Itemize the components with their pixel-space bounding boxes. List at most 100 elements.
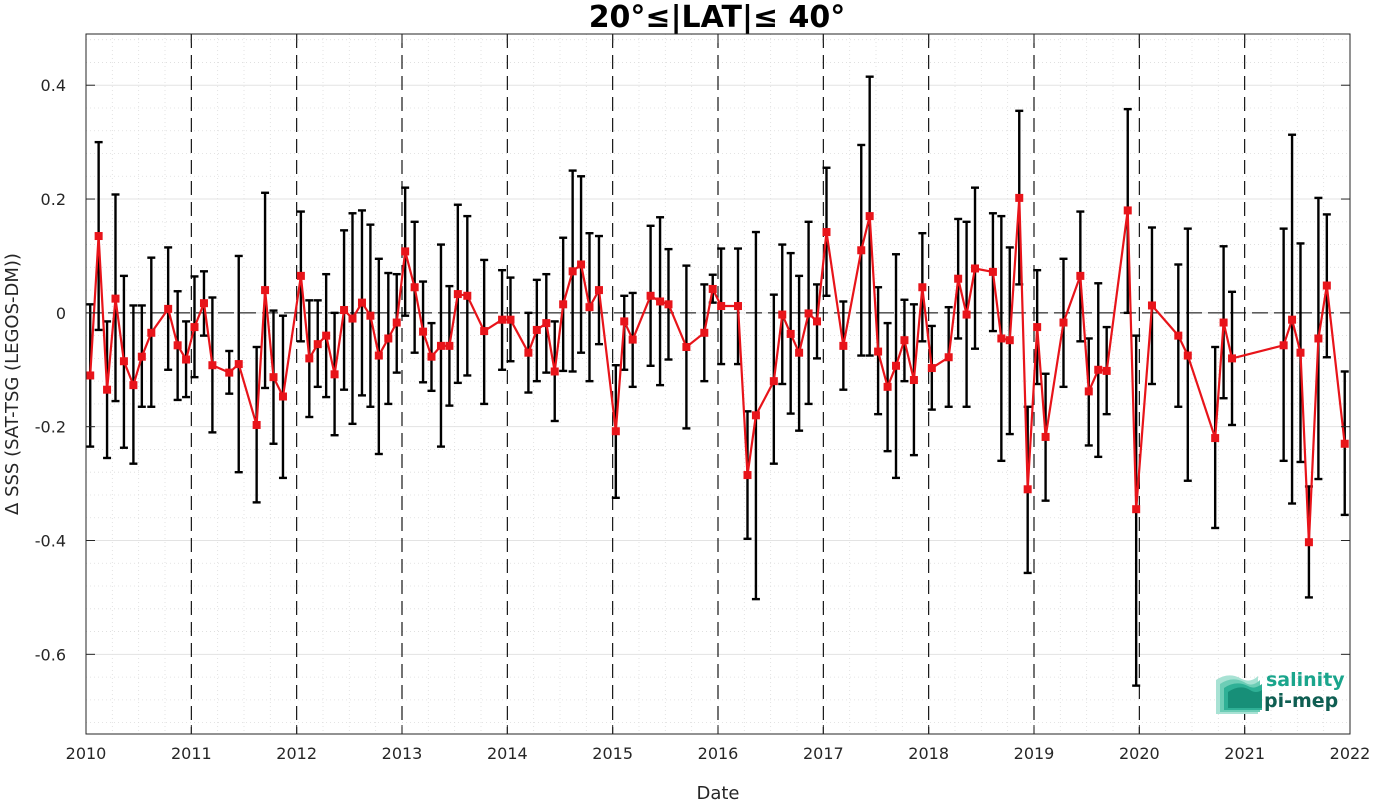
x-tick-label: 2019 <box>1014 744 1055 763</box>
data-point-marker <box>453 290 462 299</box>
data-point-marker <box>559 300 568 309</box>
data-point-marker <box>918 283 927 292</box>
data-point-marker <box>988 267 997 276</box>
data-point-marker <box>86 371 95 380</box>
data-point-marker <box>1211 434 1220 443</box>
data-point-marker <box>1322 281 1331 290</box>
data-point-marker <box>225 368 234 377</box>
reference-lines <box>86 34 1350 734</box>
data-point-marker <box>401 247 410 256</box>
data-point-marker <box>392 318 401 327</box>
logo-line2: pi-mep <box>1264 690 1338 712</box>
data-point-marker <box>883 382 892 391</box>
data-point-marker <box>813 317 822 326</box>
logo-line1: salinity <box>1266 669 1345 691</box>
data-point-marker <box>954 274 963 283</box>
x-tick-label: 2014 <box>487 744 528 763</box>
data-point-marker <box>1288 315 1297 324</box>
data-point-marker <box>1228 354 1237 363</box>
x-axis-ticks: 2010 2011 2012 2013 2014 2015 2016 2017 2018 2019… <box>66 34 1370 763</box>
y-tick-label: 0.2 <box>41 190 66 209</box>
data-point-marker <box>1033 323 1042 332</box>
data-point-marker <box>199 299 208 308</box>
data-point-marker <box>577 260 586 269</box>
data-point-marker <box>480 327 489 336</box>
y-tick-label: -0.2 <box>35 418 66 437</box>
data-point-marker <box>909 376 918 385</box>
data-point-marker <box>542 319 551 328</box>
data-point-marker <box>261 286 270 295</box>
data-point-marker <box>1015 193 1024 202</box>
x-tick-label: 2016 <box>698 744 739 763</box>
data-point-marker <box>568 267 577 276</box>
x-tick-label: 2017 <box>803 744 844 763</box>
data-point-marker <box>322 331 331 340</box>
data-point-marker <box>734 302 743 311</box>
data-point-marker <box>129 381 138 390</box>
data-point-marker <box>927 364 936 373</box>
data-point-marker <box>620 317 629 326</box>
y-axis-label: Δ SSS (SAT-TSG (LEGOS-DM)) <box>2 253 23 515</box>
data-point-marker <box>234 360 243 369</box>
y-tick-label: -0.4 <box>35 532 66 551</box>
data-point-marker <box>330 370 339 379</box>
data-point-marker <box>1174 331 1183 340</box>
data-point-marker <box>717 302 726 311</box>
data-point-marker <box>94 232 103 241</box>
x-tick-label: 2011 <box>171 744 212 763</box>
data-point-marker <box>550 367 559 376</box>
x-tick-label: 2013 <box>382 744 423 763</box>
data-point-marker <box>682 343 691 352</box>
data-point-marker <box>366 311 375 320</box>
data-point-marker <box>1059 318 1068 327</box>
data-point-marker <box>857 246 866 255</box>
data-point-marker <box>971 264 980 273</box>
data-point-marker <box>305 354 314 363</box>
data-point-marker <box>278 392 287 401</box>
data-point-marker <box>1296 348 1305 357</box>
data-point-marker <box>419 327 428 336</box>
data-point-marker <box>865 212 874 221</box>
data-point-marker <box>628 335 637 344</box>
data-point-marker <box>1279 341 1288 350</box>
data-point-marker <box>664 300 673 309</box>
data-point-marker <box>164 304 173 313</box>
data-point-marker <box>269 373 278 382</box>
x-tick-label: 2020 <box>1119 744 1160 763</box>
data-point-marker <box>374 351 383 360</box>
data-point-marker <box>524 348 533 357</box>
data-point-marker <box>839 341 848 350</box>
wave-logo-icon <box>1216 675 1262 714</box>
data-point-marker <box>137 352 146 361</box>
data-point-marker <box>1183 351 1192 360</box>
data-point-marker <box>874 347 883 356</box>
data-point-marker <box>1094 365 1103 374</box>
data-point-marker <box>786 329 795 338</box>
salinity-pi-mep-logo: salinity pi-mep <box>1216 669 1345 714</box>
data-point-marker <box>532 325 541 334</box>
data-point-marker <box>743 471 752 480</box>
data-point-marker <box>190 323 199 332</box>
y-tick-label: 0.4 <box>41 76 66 95</box>
data-point-marker <box>944 353 953 362</box>
data-point-marker <box>778 310 787 319</box>
data-point-marker <box>751 411 760 420</box>
x-tick-label: 2015 <box>592 744 633 763</box>
data-point-marker <box>997 334 1006 343</box>
data-point-marker <box>103 385 112 394</box>
data-point-marker <box>1102 366 1111 375</box>
x-axis-label: Date <box>696 783 739 801</box>
data-point-marker <box>410 283 419 292</box>
data-point-marker <box>1304 538 1313 547</box>
data-point-marker <box>173 341 182 350</box>
data-point-marker <box>506 315 515 324</box>
data-point-marker <box>313 340 322 349</box>
x-tick-label: 2012 <box>276 744 317 763</box>
data-point-marker <box>656 297 665 306</box>
data-point-marker <box>804 309 813 318</box>
data-point-marker <box>1340 439 1349 448</box>
data-point-marker <box>1147 301 1156 310</box>
data-point-marker <box>357 298 366 307</box>
data-point-marker <box>427 352 436 361</box>
